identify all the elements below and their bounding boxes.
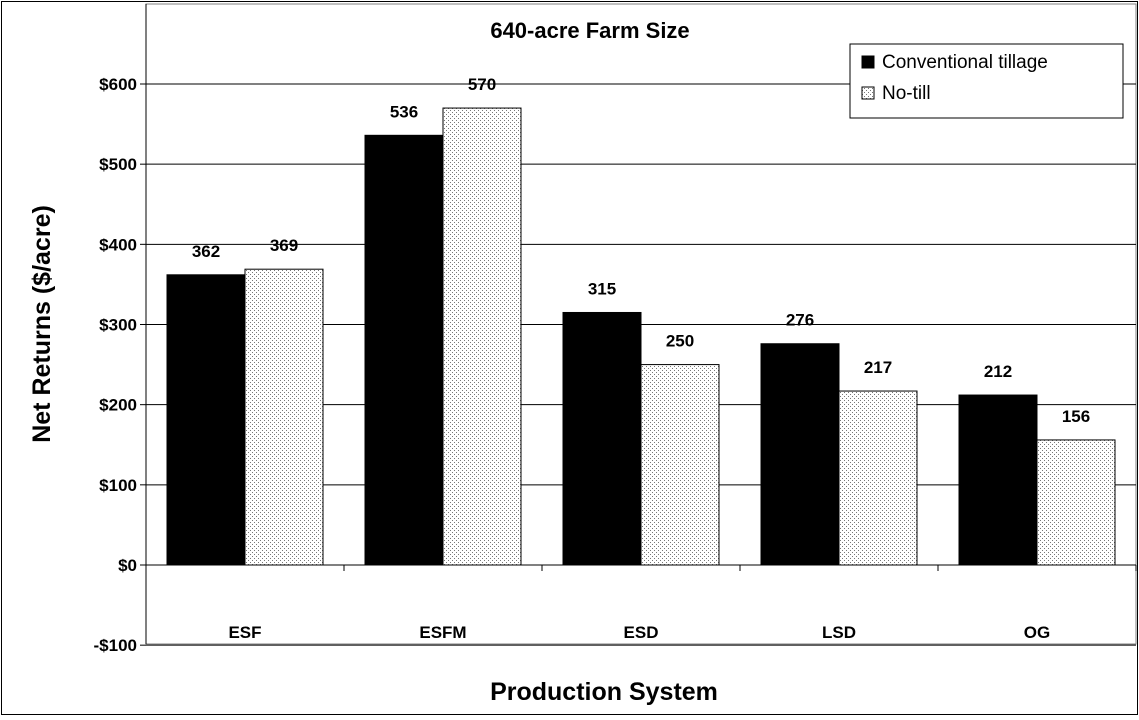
y-tick-label: $0 [118,556,137,575]
bar-conventional [562,311,642,566]
x-tick-label: ESFM [419,623,466,642]
legend-swatch-no-till [861,86,875,100]
bar-no-till [1036,439,1116,566]
legend-label-no-till: No-till [882,83,931,104]
bar-conventional [364,134,444,566]
y-tick-label: $500 [99,155,137,174]
x-axis-title: Production System [490,678,718,706]
legend: Conventional tillage No-till [849,43,1124,119]
x-tick-label: ESD [624,623,659,642]
data-label: 217 [864,358,892,377]
legend-box [849,43,1124,119]
bar-no-till [442,107,522,566]
bars [166,107,1116,566]
y-tick-label: -$100 [94,636,137,655]
data-label: 156 [1062,407,1090,426]
bar-conventional [760,343,840,566]
axes: -$100 $0 $100 $200 $300 $400 $500 $600 ESF ESFM ES… [94,4,1137,655]
y-tick-label: $300 [99,316,137,335]
x-tick-label: OG [1024,623,1050,642]
x-tick-label: LSD [822,623,856,642]
y-tick-label: $200 [99,396,137,415]
data-label: 212 [984,362,1012,381]
data-label: 369 [270,236,298,255]
y-axis-title: Net Returns ($/acre) [28,205,56,443]
data-label: 570 [468,75,496,94]
data-label: 362 [192,242,220,261]
bar-no-till [838,390,918,566]
y-tick-label: $600 [99,75,137,94]
data-label: 250 [666,332,694,351]
data-label: 276 [786,311,814,330]
legend-label-conventional: Conventional tillage [882,52,1048,73]
x-tick-label: ESF [228,623,261,642]
bar-conventional [958,394,1038,566]
y-tick-label: $400 [99,235,137,254]
y-tick-label: $100 [99,476,137,495]
data-label: 536 [390,102,418,121]
bar-no-till [244,268,324,566]
data-label: 315 [588,279,616,298]
bar-conventional [166,274,246,566]
chart-title: 640-acre Farm Size [490,18,689,43]
legend-swatch-conventional [861,55,875,69]
bar-no-till [640,364,720,566]
data-labels: 362 536 315 276 212 369 570 250 217 156 [192,75,1090,426]
